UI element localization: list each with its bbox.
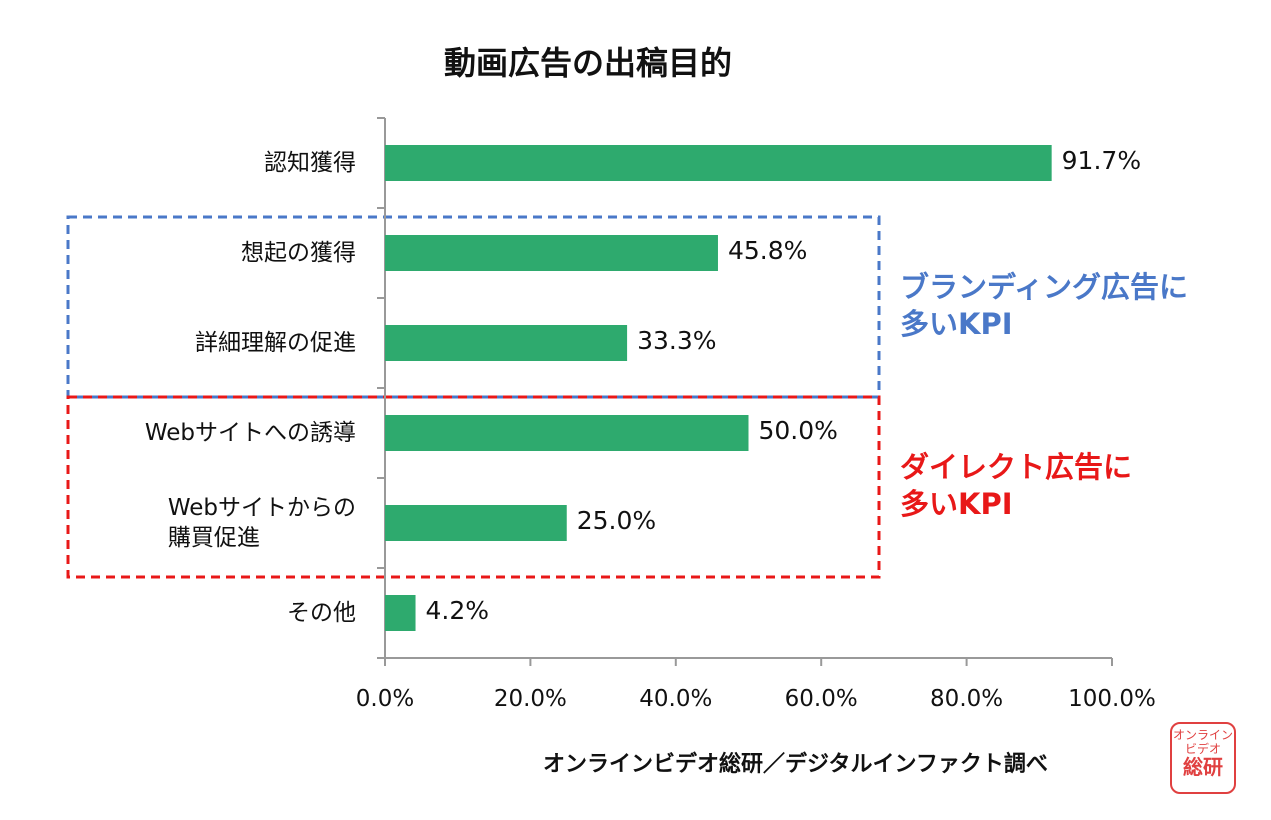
category-label: その他 — [287, 598, 356, 628]
category-label-line: 想起の獲得 — [241, 240, 356, 266]
x-tick-label: 20.0% — [493, 686, 567, 712]
x-tick-label: 60.0% — [784, 686, 858, 712]
data-label: 91.7% — [1061, 146, 1142, 175]
chart-title: 動画広告の出稿目的 — [443, 44, 732, 82]
bar — [385, 415, 749, 451]
category-label-line: Webサイトへの誘導 — [144, 420, 356, 446]
logo-line-1: オンライン — [1172, 728, 1233, 742]
logo-stamp: オンライン ビデオ 総研 — [1170, 722, 1236, 794]
logo-line-3: 総研 — [1183, 755, 1223, 779]
category-label-line: 購買促進 — [167, 525, 260, 551]
annotation-label: ダイレクト広告に 多いKPI — [900, 449, 1132, 523]
category-label-line: その他 — [287, 600, 356, 626]
x-tick-label: 100.0% — [1068, 686, 1156, 712]
data-label: 33.3% — [637, 326, 717, 355]
category-label: 認知獲得 — [264, 148, 356, 178]
data-label: 4.2% — [425, 596, 490, 625]
category-label: 詳細理解の促進 — [195, 328, 356, 358]
x-tick-label: 80.0% — [930, 686, 1004, 712]
data-label: 45.8% — [727, 236, 808, 265]
bar — [385, 505, 567, 541]
bar — [385, 325, 628, 361]
category-label-line: 認知獲得 — [264, 150, 356, 176]
x-tick-label: 0.0% — [355, 686, 415, 712]
annotation-label-line: 多いKPI — [900, 307, 1013, 341]
annotation-label-line: 多いKPI — [900, 487, 1013, 521]
annotation-label: ブランディング広告に 多いKPI — [900, 269, 1188, 343]
bar — [385, 595, 416, 631]
annotation-label-line: ブランディング広告に — [900, 270, 1188, 304]
logo-line-2: ビデオ — [1184, 742, 1221, 756]
x-tick-label: 40.0% — [639, 686, 713, 712]
bar — [385, 145, 1052, 181]
data-label: 50.0% — [758, 416, 838, 445]
category-label: 想起の獲得 — [241, 238, 356, 268]
source-note: オンラインビデオ総研／デジタルインファクト調べ — [543, 752, 1048, 777]
category-label: Webサイトへの誘導 — [145, 418, 356, 448]
data-label: 25.0% — [576, 506, 657, 535]
annotation-label-line: ダイレクト広告に — [900, 450, 1133, 484]
category-label-line: 詳細理解の促進 — [195, 330, 356, 356]
bar — [385, 235, 718, 271]
category-label-line: Webサイトからの — [167, 495, 356, 521]
category-label: Webサイトからの 購買促進 — [168, 493, 356, 553]
annotation-box — [66, 395, 881, 579]
